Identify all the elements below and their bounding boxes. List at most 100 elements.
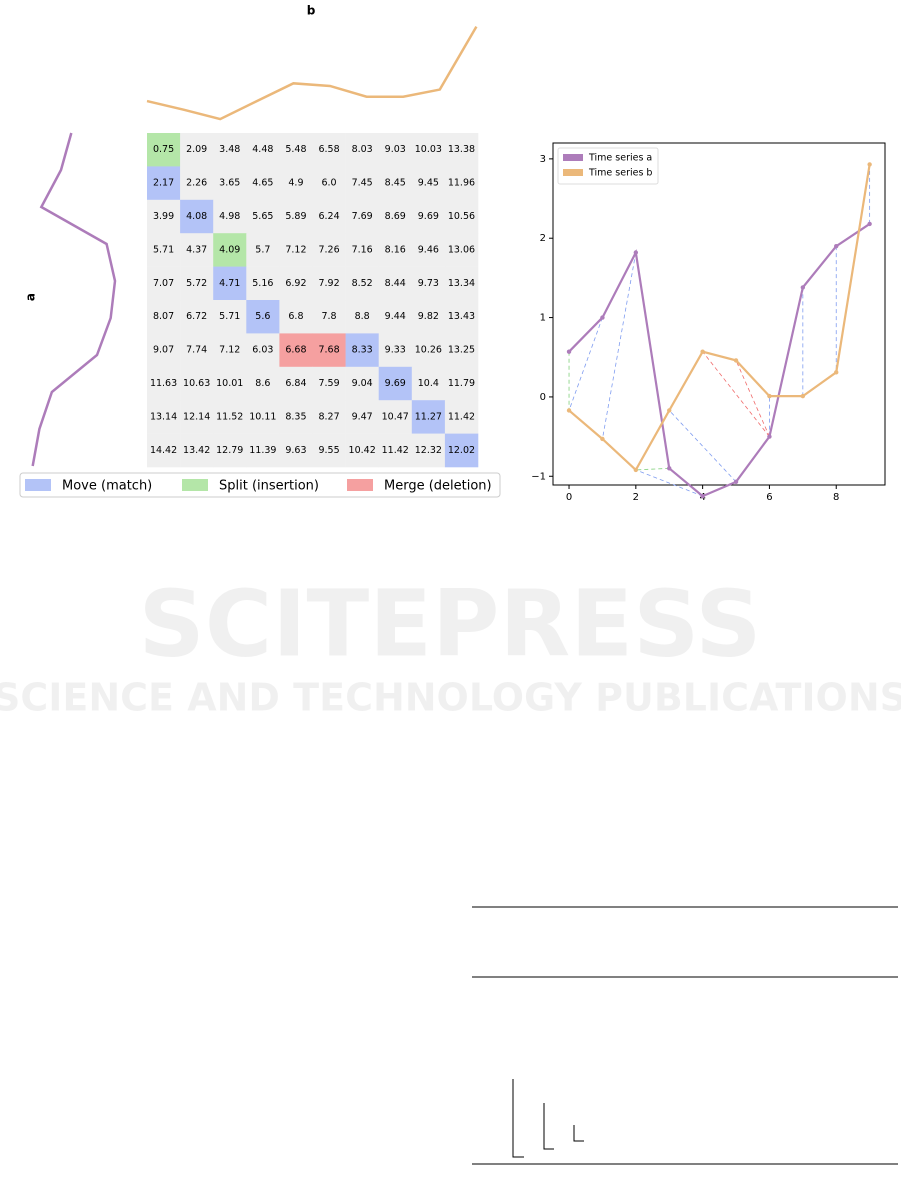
cell-label: 13.43 <box>448 311 475 322</box>
cell-label: 10.03 <box>415 144 442 155</box>
cell-label: 7.07 <box>153 278 174 289</box>
alignment-line <box>635 469 703 497</box>
cell <box>246 400 280 434</box>
cell-label: 9.03 <box>385 144 406 155</box>
cell-label: 6.03 <box>252 345 273 356</box>
cell <box>411 199 446 234</box>
cell-label: 13.25 <box>448 345 475 356</box>
cell-label: 11.39 <box>249 445 276 456</box>
cell <box>213 166 247 201</box>
point <box>667 408 672 413</box>
cell <box>345 199 379 234</box>
y-tick-label: 3 <box>540 154 546 165</box>
cell-label: 8.07 <box>153 311 174 322</box>
cell <box>411 266 446 301</box>
series-b-top <box>146 26 478 121</box>
point <box>867 162 872 167</box>
cell-label: 10.01 <box>216 378 243 389</box>
cell-label: 9.63 <box>285 445 306 456</box>
cell <box>444 400 479 434</box>
cell-label: 13.06 <box>448 244 475 255</box>
cell <box>213 233 247 267</box>
cell <box>180 133 214 167</box>
cell-label: 11.52 <box>216 411 243 422</box>
cell <box>213 266 247 301</box>
cell-label: 9.47 <box>352 411 373 422</box>
plot-frame <box>552 142 886 486</box>
cell <box>411 300 446 334</box>
cell-label: 10.4 <box>418 378 439 389</box>
cell <box>411 233 446 267</box>
x-label: b <box>307 4 316 18</box>
cell-label: 11.27 <box>415 411 442 422</box>
cell-label: 5.16 <box>252 278 273 289</box>
cell <box>246 133 280 167</box>
cell <box>147 333 181 368</box>
cell <box>345 133 379 167</box>
cell-label: 7.69 <box>352 211 373 222</box>
cell <box>444 199 479 234</box>
cell-label: 7.45 <box>352 178 373 189</box>
legend-swatch <box>347 479 373 491</box>
legend-label: Split (insertion) <box>219 479 319 494</box>
bracket <box>543 1103 554 1150</box>
point <box>767 393 772 399</box>
cell-label: 2.26 <box>186 178 207 189</box>
cell <box>180 300 214 334</box>
cell <box>213 199 247 234</box>
cell <box>444 133 479 167</box>
point <box>700 349 705 354</box>
alignment-line <box>735 360 770 437</box>
cell <box>213 366 247 401</box>
point <box>800 393 806 399</box>
legend-label: Time series a <box>588 153 652 164</box>
cell <box>246 166 280 201</box>
cell <box>246 233 280 267</box>
point <box>834 243 839 249</box>
point <box>566 408 572 413</box>
cell <box>378 400 413 434</box>
cell-label: 8.16 <box>385 244 406 255</box>
alignment-line <box>568 317 603 411</box>
cell-label: 9.73 <box>418 278 439 289</box>
point <box>667 466 672 471</box>
cell <box>180 233 214 267</box>
cell-label: 7.59 <box>318 378 339 389</box>
cell-label: 12.02 <box>448 445 475 456</box>
point <box>867 221 872 227</box>
cell-label: 10.47 <box>382 411 409 422</box>
cell <box>312 333 346 368</box>
cell-label: 5.72 <box>186 278 207 289</box>
cell-label: 8.27 <box>318 411 339 422</box>
cell <box>411 400 446 434</box>
cell <box>444 433 479 468</box>
cell-label: 8.44 <box>385 278 406 289</box>
cell-label: 5.7 <box>255 244 270 255</box>
cell-label: 4.48 <box>252 144 273 155</box>
cell-label: 7.16 <box>352 244 373 255</box>
cell-label: 9.45 <box>418 178 439 189</box>
cell <box>444 233 479 267</box>
cell-label: 9.55 <box>318 445 339 456</box>
cell <box>345 400 379 434</box>
cell <box>312 133 346 167</box>
y-tick-label: 1 <box>540 313 546 324</box>
point <box>633 467 639 473</box>
cell <box>378 133 413 167</box>
cell-label: 12.14 <box>183 411 210 422</box>
legend-box <box>19 472 501 498</box>
cell <box>147 199 181 234</box>
legend-label: Merge (deletion) <box>384 479 492 494</box>
cell-label: 8.03 <box>352 144 373 155</box>
point <box>834 370 839 375</box>
cell-label: 3.65 <box>219 178 240 189</box>
y-label: a <box>24 293 38 301</box>
cell-label: 5.48 <box>285 144 306 155</box>
cell <box>378 300 413 334</box>
cell-label: 5.71 <box>219 311 240 322</box>
cell-label: 6.84 <box>285 378 306 389</box>
cell-label: 7.12 <box>219 345 240 356</box>
cell-label: 6.68 <box>285 345 306 356</box>
cell-label: 9.07 <box>153 345 174 356</box>
